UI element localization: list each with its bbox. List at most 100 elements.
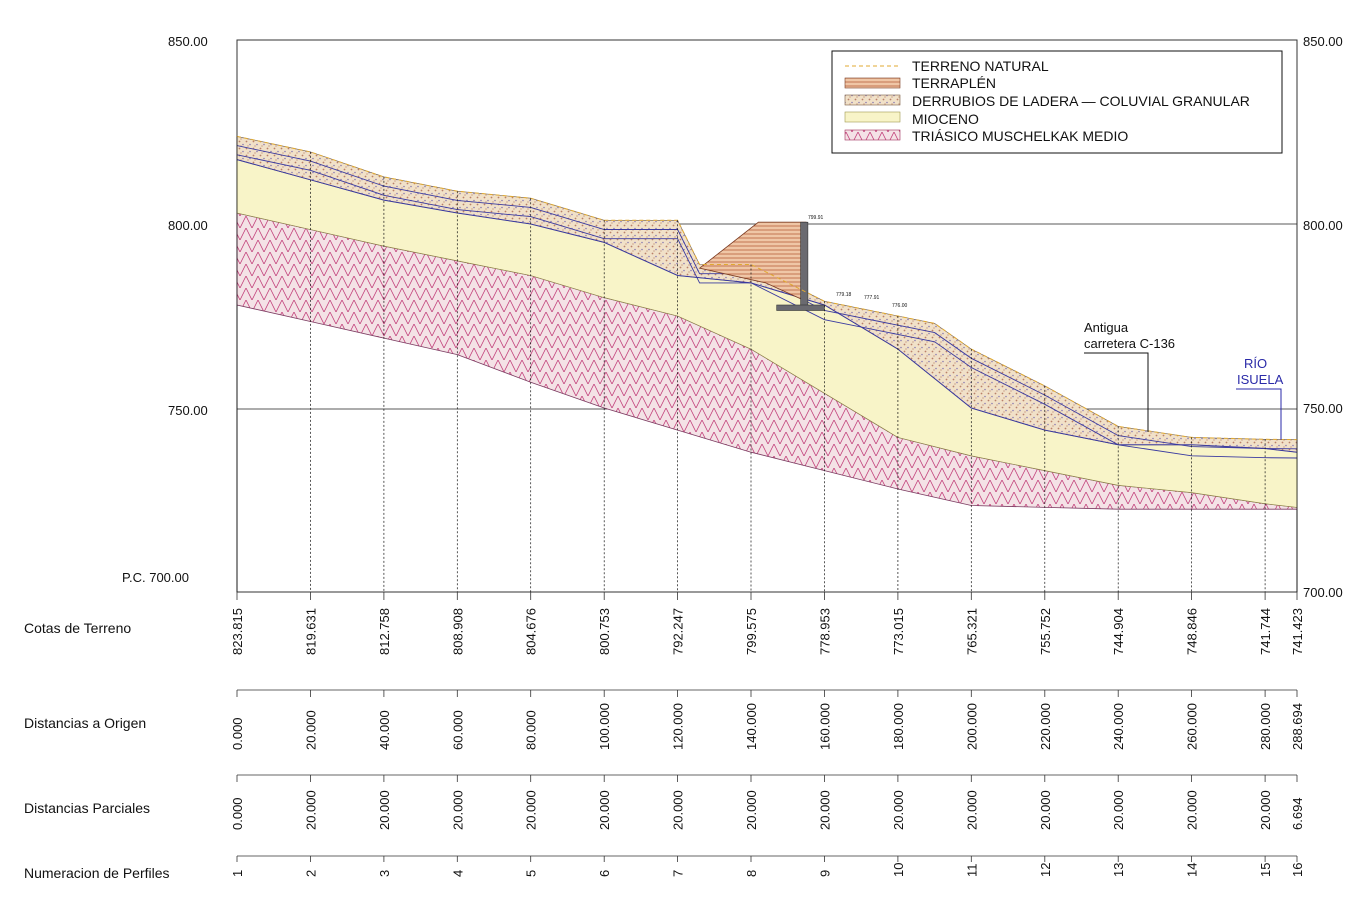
parciales-value-5: 20.000 xyxy=(524,790,539,830)
parciales-value-1: 0.000 xyxy=(230,797,245,830)
elev-tick-850-right: 850.00 xyxy=(1303,34,1343,49)
origen-value-11: 200.000 xyxy=(964,703,979,750)
river-label-line2: ISUELA xyxy=(1237,372,1284,387)
perfiles-value-2: 2 xyxy=(303,870,318,877)
origen-value-10: 180.000 xyxy=(891,703,906,750)
elev-tick-800-right: 800.00 xyxy=(1303,218,1343,233)
elev-tick-750-right: 750.00 xyxy=(1303,401,1343,416)
origen-value-2: 20.000 xyxy=(303,710,318,750)
elevation-mark-3: 776.00 xyxy=(892,303,908,309)
perfiles-value-14: 14 xyxy=(1185,863,1200,877)
origen-value-9: 160.000 xyxy=(818,703,833,750)
row-label-perfiles: Numeracion de Perfiles xyxy=(24,865,170,881)
origen-value-7: 120.000 xyxy=(671,703,686,750)
parciales-value-4: 20.000 xyxy=(450,790,465,830)
parciales-value-11: 20.000 xyxy=(964,790,979,830)
legend-label-terreno-natural: TERRENO NATURAL xyxy=(912,58,1049,74)
origen-value-16: 288.694 xyxy=(1290,703,1305,750)
legend-label-terraplen: TERRAPLÉN xyxy=(912,75,996,91)
road-label-line1: Antigua xyxy=(1084,320,1129,335)
parciales-value-9: 20.000 xyxy=(818,790,833,830)
datum-label-right: 700.00 xyxy=(1303,585,1343,600)
elev-tick-750-left: 750.00 xyxy=(168,403,208,418)
row-label-parciales: Distancias Parciales xyxy=(24,800,150,816)
origen-value-14: 260.000 xyxy=(1185,703,1200,750)
river-annotation: RÍO ISUELA xyxy=(1236,356,1284,440)
parciales-value-14: 20.000 xyxy=(1185,790,1200,830)
parciales-value-3: 20.000 xyxy=(377,790,392,830)
perfiles-value-4: 4 xyxy=(450,870,465,877)
perfiles-value-5: 5 xyxy=(524,870,539,877)
row-label-origen: Distancias a Origen xyxy=(24,715,146,731)
perfiles-value-1: 1 xyxy=(230,870,245,877)
elev-tick-800-left: 800.00 xyxy=(168,218,208,233)
cotas-value-6: 800.753 xyxy=(597,608,612,655)
origen-value-1: 0.000 xyxy=(230,717,245,750)
parciales-value-16: 6.694 xyxy=(1290,797,1305,830)
cotas-value-9: 778.953 xyxy=(818,608,833,655)
origen-value-4: 60.000 xyxy=(450,710,465,750)
legend-swatch-terraplen xyxy=(844,77,901,89)
elev-tick-850-left: 850.00 xyxy=(168,34,208,49)
perfiles-value-9: 9 xyxy=(818,870,833,877)
cotas-value-11: 765.321 xyxy=(964,608,979,655)
perfiles-value-11: 11 xyxy=(964,864,979,878)
cotas-value-15: 741.744 xyxy=(1258,608,1273,655)
geologic-layers xyxy=(236,135,1298,510)
profile-data-table: Cotas de Terreno Distancias a Origen Dis… xyxy=(24,592,1305,881)
legend-label-mioceno: MIOCENO xyxy=(912,111,979,127)
legend-swatch-derrubios xyxy=(844,94,901,106)
origen-value-3: 40.000 xyxy=(377,710,392,750)
road-label-line2: carretera C-136 xyxy=(1084,336,1175,351)
origen-value-15: 280.000 xyxy=(1258,703,1273,750)
cotas-value-14: 748.846 xyxy=(1185,608,1200,655)
perfiles-value-16: 16 xyxy=(1290,863,1305,877)
parciales-value-10: 20.000 xyxy=(891,790,906,830)
legend-swatch-mioceno xyxy=(844,111,901,123)
legend-label-triasico: TRIÁSICO MUSCHELKAK MEDIO xyxy=(912,128,1128,144)
cotas-value-12: 755.752 xyxy=(1038,608,1053,655)
cotas-value-16: 741.423 xyxy=(1290,608,1305,655)
origen-value-12: 220.000 xyxy=(1038,703,1053,750)
legend-label-derrubios: DERRUBIOS DE LADERA — COLUVIAL GRANULAR xyxy=(912,93,1250,109)
perfiles-value-15: 15 xyxy=(1258,863,1273,877)
cotas-value-3: 812.758 xyxy=(377,608,392,655)
perfiles-value-6: 6 xyxy=(597,870,612,877)
origen-value-5: 80.000 xyxy=(524,710,539,750)
perfiles-value-13: 13 xyxy=(1111,863,1126,877)
retaining-wall xyxy=(800,221,809,309)
terreno-natural-line xyxy=(236,135,1298,441)
elevation-mark-2: 777.91 xyxy=(864,295,880,301)
station-lines xyxy=(236,136,1298,592)
legend-swatch-triasico xyxy=(844,129,901,141)
elevation-mark-1: 779.18 xyxy=(836,292,852,298)
crest-elevation-mark: 799.91 xyxy=(808,215,824,221)
legend: TERRENO NATURAL TERRAPLÉN DERRUBIOS DE L… xyxy=(831,50,1283,154)
perfiles-value-3: 3 xyxy=(377,870,392,877)
parciales-value-8: 20.000 xyxy=(744,790,759,830)
cotas-value-13: 744.904 xyxy=(1111,608,1126,655)
parciales-value-2: 20.000 xyxy=(303,790,318,830)
perfiles-value-8: 8 xyxy=(744,870,759,877)
perfiles-value-10: 10 xyxy=(891,863,906,877)
cotas-value-8: 799.575 xyxy=(744,608,759,655)
contact-line-mioceno xyxy=(236,159,1298,453)
cotas-value-5: 804.676 xyxy=(524,608,539,655)
origen-value-8: 140.000 xyxy=(744,703,759,750)
perfiles-value-12: 12 xyxy=(1038,863,1053,877)
datum-label-left: P.C. 700.00 xyxy=(122,570,189,585)
parciales-value-12: 20.000 xyxy=(1038,790,1053,830)
cotas-value-1: 823.815 xyxy=(230,608,245,655)
parciales-value-13: 20.000 xyxy=(1111,790,1126,830)
cotas-value-7: 792.247 xyxy=(671,608,686,655)
river-label-line1: RÍO xyxy=(1244,356,1267,371)
contact-line-2 xyxy=(236,154,1298,459)
row-label-cotas: Cotas de Terreno xyxy=(24,620,131,636)
parciales-value-7: 20.000 xyxy=(671,790,686,830)
origen-value-13: 240.000 xyxy=(1111,703,1126,750)
cotas-value-10: 773.015 xyxy=(891,608,906,655)
cotas-value-4: 808.908 xyxy=(450,608,465,655)
perfiles-value-7: 7 xyxy=(671,870,686,877)
wall-footing xyxy=(776,304,825,311)
